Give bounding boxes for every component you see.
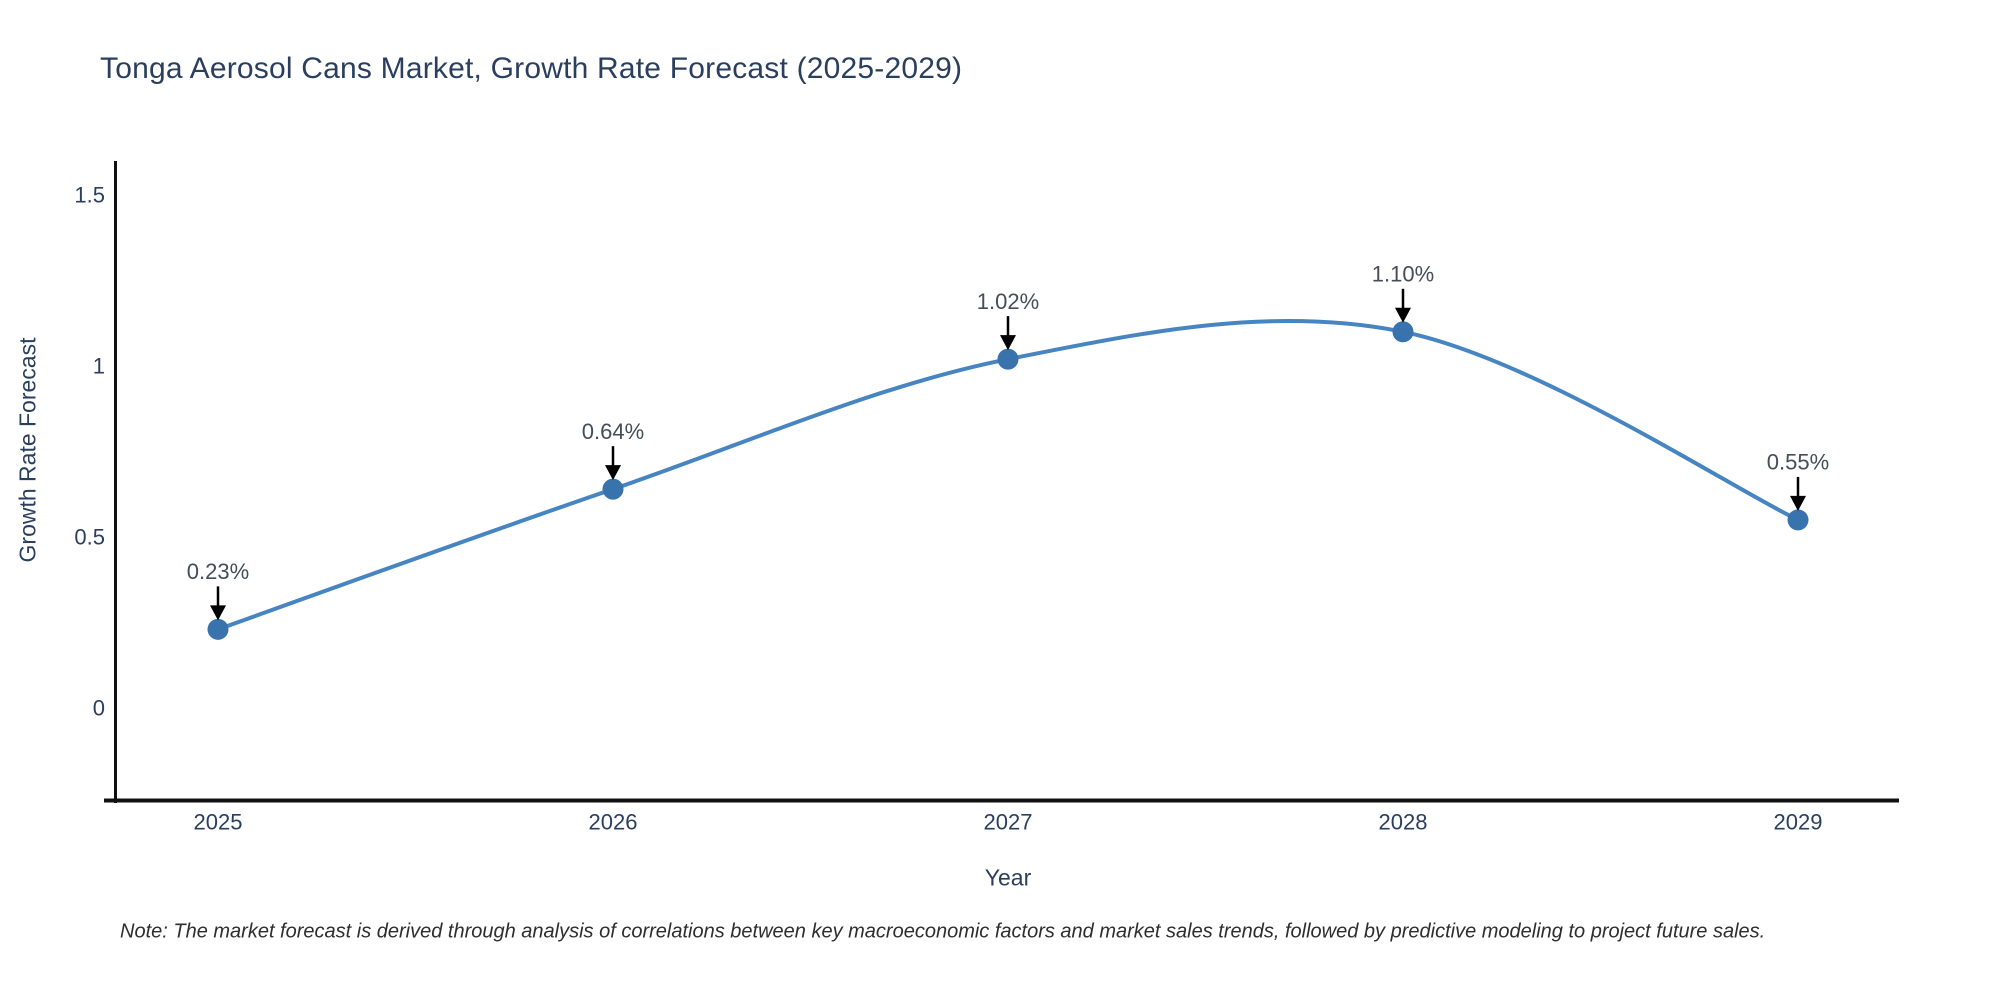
annotation-arrowhead-icon: [1790, 495, 1806, 511]
chart-title: Tonga Aerosol Cans Market, Growth Rate F…: [100, 52, 963, 85]
y-tick-label: 0.5: [74, 525, 105, 550]
y-tick-label: 0: [93, 696, 105, 721]
point-annotation: 1.02%: [977, 289, 1039, 314]
annotation-arrowhead-icon: [1000, 335, 1016, 351]
x-tick-label: 2025: [194, 810, 243, 835]
x-axis-title: Year: [984, 864, 1032, 891]
point-annotation: 1.10%: [1372, 262, 1434, 287]
point-annotation: 0.55%: [1767, 450, 1829, 475]
y-axis-title: Growth Rate Forecast: [14, 337, 41, 563]
data-point-marker[interactable]: [207, 618, 229, 640]
annotation-arrowhead-icon: [210, 605, 226, 621]
y-tick-label: 1: [93, 354, 105, 379]
annotation-arrowhead-icon: [1395, 307, 1411, 323]
data-point-marker[interactable]: [1787, 509, 1809, 531]
data-point-marker[interactable]: [602, 478, 624, 500]
data-point-marker[interactable]: [997, 348, 1019, 370]
x-tick-label: 2027: [984, 810, 1033, 835]
point-annotation: 0.64%: [582, 419, 644, 444]
annotation-arrowhead-icon: [605, 465, 621, 481]
footnote: Note: The market forecast is derived thr…: [120, 920, 1766, 943]
x-tick-label: 2028: [1379, 810, 1428, 835]
x-tick-label: 2026: [589, 810, 638, 835]
data-point-marker[interactable]: [1392, 321, 1414, 343]
y-tick-label: 1.5: [74, 183, 105, 208]
x-tick-label: 2029: [1774, 810, 1823, 835]
point-annotation: 0.23%: [187, 559, 249, 584]
